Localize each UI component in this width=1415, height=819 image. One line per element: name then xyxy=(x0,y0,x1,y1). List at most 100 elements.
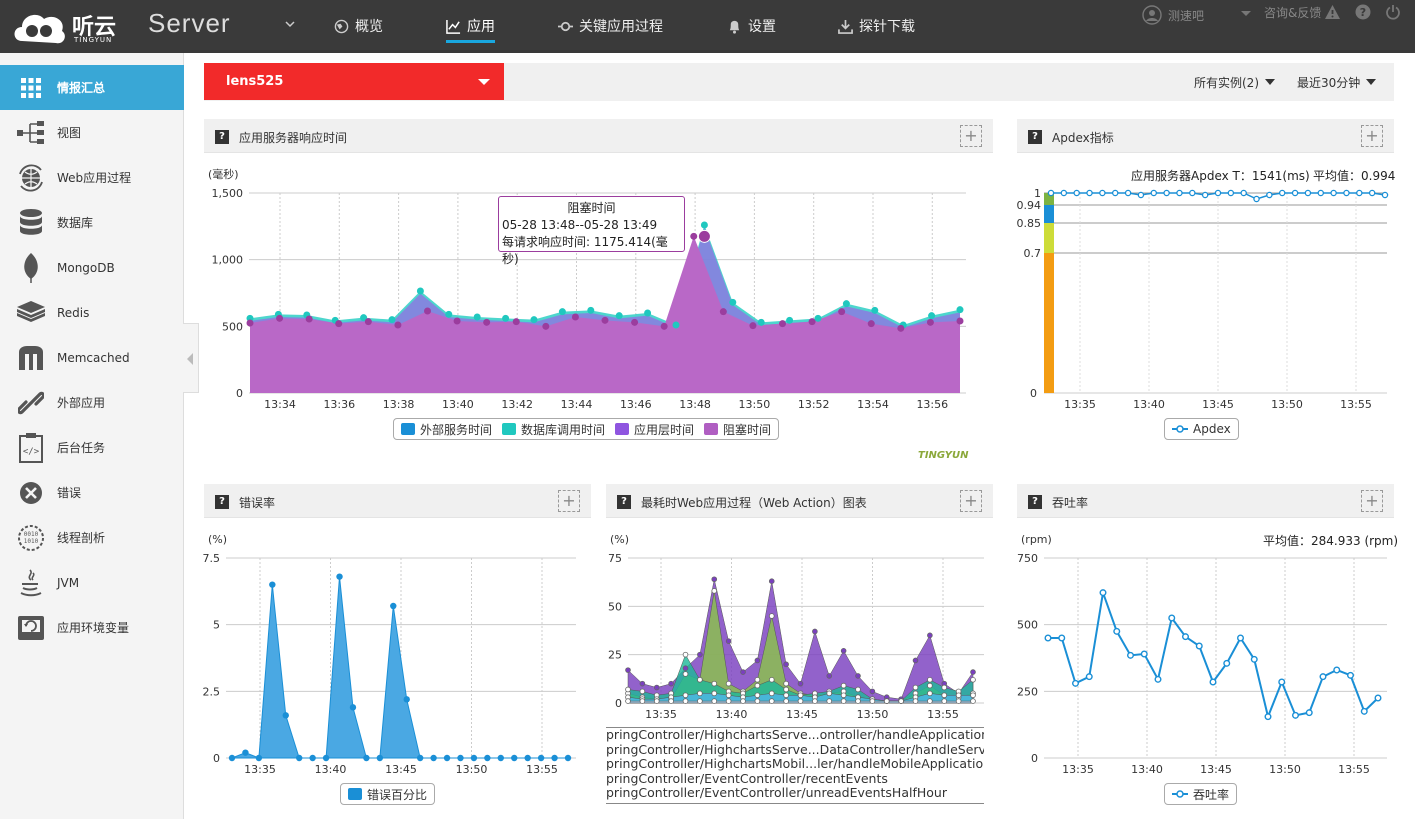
data-point xyxy=(955,692,962,699)
data-point xyxy=(768,698,775,704)
sidebar-item-summary[interactable]: 情报汇总 xyxy=(0,65,184,110)
list-item[interactable]: pringController/HighchartsServe...ontrol… xyxy=(606,727,984,742)
add-icon[interactable]: + xyxy=(960,125,982,147)
product-name[interactable]: Server xyxy=(148,8,231,38)
data-point xyxy=(814,314,822,322)
list-item[interactable]: pringController/EventController/unreadEv… xyxy=(606,785,947,800)
data-point xyxy=(1347,671,1355,679)
add-icon[interactable]: + xyxy=(960,490,982,512)
help-icon[interactable]: ? xyxy=(215,130,229,144)
add-icon[interactable]: + xyxy=(558,490,580,512)
warning-icon[interactable] xyxy=(1324,4,1341,20)
legend-item[interactable]: 错误百分比 xyxy=(348,786,427,803)
power-icon[interactable] xyxy=(1385,4,1401,20)
sidebar-item-memcached[interactable]: Memcached xyxy=(0,335,184,380)
data-point xyxy=(682,665,689,672)
feedback-menu[interactable]: 咨询&反馈 xyxy=(1240,4,1321,21)
data-point xyxy=(690,232,698,240)
sidebar-item-redis[interactable]: Redis xyxy=(0,290,184,335)
data-point xyxy=(309,754,316,762)
apdex-average: 平均值：0.994 xyxy=(1313,169,1396,183)
line-chart-icon xyxy=(446,19,461,34)
instance-select[interactable]: 所有实例(2) xyxy=(1194,76,1275,90)
sidebar-item-thread-profile[interactable]: 0010 1010 线程剖析 xyxy=(0,515,184,560)
nav-application[interactable]: 应用 xyxy=(446,16,495,43)
sidebar-item-view[interactable]: 视图 xyxy=(0,110,184,155)
legend-item[interactable]: 数据库调用时间 xyxy=(502,421,605,438)
legend-item[interactable]: 应用层时间 xyxy=(615,421,694,438)
y-tick-label: 25 xyxy=(608,649,622,662)
data-point xyxy=(571,313,579,321)
data-point xyxy=(551,754,558,762)
list-item[interactable]: pringController/HighchartsServe...DataCo… xyxy=(606,741,984,757)
web-action-chart: 0 25 50 75 13:35 13:40 13:45 13:50 13:55 (%) xyxy=(608,533,984,721)
redis-icon xyxy=(16,298,46,328)
legend-item[interactable]: 吞吐率 xyxy=(1172,786,1229,803)
database-icon xyxy=(16,208,46,238)
x-tick-label: 13:40 xyxy=(716,708,748,721)
app-select[interactable]: lens525 xyxy=(204,63,504,100)
data-point xyxy=(869,698,876,704)
time-range-select[interactable]: 最近30分钟 xyxy=(1297,76,1377,90)
data-point xyxy=(1124,189,1132,197)
list-item[interactable]: pringController/HighchartsMobil...ler/ha… xyxy=(606,756,984,771)
list-item[interactable]: pringController/EventController/recentEv… xyxy=(606,770,888,786)
help-icon[interactable]: ? xyxy=(215,495,229,509)
chevron-down-icon[interactable] xyxy=(284,18,296,30)
x-tick-label: 13:35 xyxy=(1062,763,1094,776)
x-tick-label: 13:38 xyxy=(383,398,415,411)
user-menu[interactable]: 测速吧 xyxy=(1142,5,1204,25)
chart-tooltip: 阻塞时间 05-28 13:48--05-28 13:49 每请求响应时间: 1… xyxy=(498,196,685,266)
error-legend: 错误百分比 xyxy=(340,783,436,805)
x-tick-label: 13:44 xyxy=(561,398,593,411)
sidebar-item-jvm[interactable]: JVM xyxy=(0,560,184,605)
data-point xyxy=(928,312,936,320)
add-icon[interactable]: + xyxy=(1361,125,1383,147)
legend-item[interactable]: 阻塞时间 xyxy=(704,421,771,438)
data-point xyxy=(768,690,775,697)
data-point xyxy=(653,698,660,704)
data-point xyxy=(537,754,545,762)
nav-download[interactable]: 探针下载 xyxy=(838,16,915,36)
nav-settings[interactable]: 设置 xyxy=(727,16,776,36)
data-point xyxy=(1214,189,1222,197)
nav-overview[interactable]: 概览 xyxy=(334,16,383,36)
help-icon[interactable]: ? xyxy=(1028,495,1042,509)
data-point xyxy=(336,573,343,580)
data-point xyxy=(424,307,431,315)
help-icon[interactable]: ? xyxy=(617,495,631,509)
legend-item[interactable]: 外部服务时间 xyxy=(401,421,492,438)
data-point xyxy=(1163,189,1170,197)
help-icon[interactable]: ? xyxy=(1028,130,1042,144)
data-point xyxy=(668,680,674,687)
svg-text:1010: 1010 xyxy=(24,538,39,545)
tingyun-logo[interactable]: 听云 TINGYUN xyxy=(10,5,125,47)
x-tick-label: 13:35 xyxy=(645,708,677,721)
data-point xyxy=(228,754,236,762)
data-point xyxy=(749,322,757,330)
data-point xyxy=(631,318,639,326)
x-tick-label: 13:55 xyxy=(1338,763,1370,776)
add-icon[interactable]: + xyxy=(1361,490,1383,512)
data-point xyxy=(970,698,976,704)
sidebar-item-database[interactable]: 数据库 xyxy=(0,200,184,245)
data-point xyxy=(430,754,437,762)
help-icon[interactable]: ? xyxy=(1355,4,1371,20)
sidebar-collapse-handle[interactable] xyxy=(183,323,199,393)
data-point xyxy=(740,669,746,675)
sidebar-item-web-process[interactable]: Web应用过程 xyxy=(0,155,184,200)
data-point xyxy=(1236,634,1244,642)
legend-item[interactable]: Apdex xyxy=(1172,422,1231,436)
nav-key-process[interactable]: 关键应用过程 xyxy=(558,16,663,36)
sidebar-item-mongodb[interactable]: MongoDB xyxy=(0,245,184,290)
data-point xyxy=(1154,675,1162,683)
sidebar-item-environment[interactable]: 应用环境变量 xyxy=(0,605,184,650)
sidebar-item-background-task[interactable]: </> 后台任务 xyxy=(0,425,184,470)
data-point xyxy=(1305,709,1313,717)
data-point xyxy=(768,677,775,683)
data-point xyxy=(754,657,761,664)
data-point xyxy=(941,692,948,699)
sidebar-item-external[interactable]: 外部应用 xyxy=(0,380,184,425)
data-point xyxy=(1058,634,1066,642)
sidebar-item-error[interactable]: 错误 xyxy=(0,470,184,515)
